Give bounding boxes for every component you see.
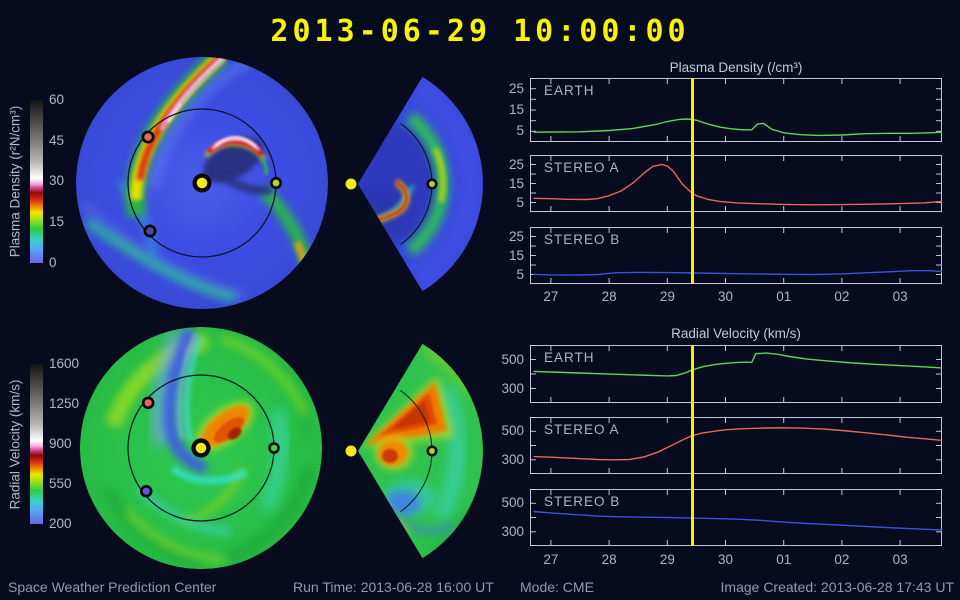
current-time-line [691, 345, 695, 546]
ts-panel-earth: EARTH [530, 78, 942, 142]
y-tick-label: 15 [508, 247, 524, 263]
y-tick-label: 300 [501, 451, 524, 467]
svg-text:STEREO B: STEREO B [544, 494, 620, 509]
radial-velocity-meridional-map [345, 343, 483, 559]
x-tick-label: 28 [601, 289, 617, 304]
timestamp-title: 2013-06-29 10:00:00 [270, 14, 690, 49]
sun-marker [192, 173, 212, 193]
footer-org: Space Weather Prediction Center [8, 579, 217, 595]
svg-text:EARTH: EARTH [544, 350, 595, 365]
cme-blob [196, 401, 254, 451]
ts-group-title: Radial Velocity (km/s) [671, 326, 801, 341]
ts-panel-earth: EARTH [530, 345, 942, 403]
y-tick-label: 25 [508, 156, 524, 172]
x-tick-label: 29 [659, 289, 675, 304]
stereo-a-marker [141, 130, 155, 144]
earth-marker [426, 178, 438, 190]
stereo-b-marker [140, 484, 153, 498]
svg-text:STEREO B: STEREO B [544, 232, 620, 247]
y-tick-label: 500 [501, 423, 524, 439]
x-tick-label: 30 [718, 289, 734, 304]
ts-panel-stereo-a: STEREO A [530, 155, 942, 212]
y-tick-label: 500 [501, 351, 524, 367]
current-time-line [691, 78, 695, 284]
y-tick-label: 25 [508, 228, 524, 244]
footer-mode: Mode: CME [520, 579, 594, 595]
velocity-colorbar-tick: 550 [49, 476, 72, 491]
ts-panel-stereo-b: STEREO B [530, 489, 942, 546]
earth-marker [268, 442, 280, 454]
earth-marker [426, 445, 438, 457]
cme-front [203, 136, 272, 195]
x-tick-label: 03 [892, 552, 908, 567]
velocity-colorbar-tick: 900 [49, 436, 72, 451]
sun-marker [345, 178, 357, 190]
svg-text:STEREO A: STEREO A [544, 422, 620, 437]
y-tick-label: 15 [508, 175, 524, 191]
y-tick-label: 500 [501, 495, 524, 511]
density-colorbar-tick: 15 [49, 214, 65, 229]
x-tick-label: 03 [892, 289, 908, 304]
velocity-colorbar-tick: 200 [49, 516, 72, 531]
sun-marker [191, 438, 211, 458]
y-tick-label: 300 [501, 380, 524, 396]
x-tick-label: 28 [601, 552, 617, 567]
cme-blob-secondary [375, 436, 413, 470]
velocity-colorbar-tick: 1600 [49, 356, 80, 371]
plasma-density-polar-map [76, 57, 328, 309]
density-colorbar [30, 100, 43, 263]
y-tick-label: 5 [516, 194, 524, 210]
y-tick-label: 5 [516, 123, 524, 139]
y-tick-label: 15 [508, 102, 524, 117]
y-tick-label: 25 [508, 80, 524, 96]
footer-run-time: Run Time: 2013-06-28 16:00 UT [293, 579, 494, 595]
footer-image-created: Image Created: 2013-06-28 17:43 UT [720, 579, 954, 595]
earth-marker [270, 177, 282, 189]
density-colorbar-tick: 60 [49, 92, 65, 107]
y-tick-label: 300 [501, 523, 524, 539]
ts-panel-stereo-b: STEREO B [530, 227, 942, 284]
x-tick-label: 30 [718, 552, 734, 567]
x-tick-label: 02 [834, 289, 850, 304]
x-tick-label: 01 [776, 552, 792, 567]
radial-velocity-polar-map [79, 326, 323, 570]
velocity-colorbar [30, 364, 43, 524]
x-tick-label: 01 [776, 289, 792, 304]
x-tick-label: 27 [543, 289, 559, 304]
plasma-density-meridional-map [345, 76, 483, 292]
density-colorbar-tick: 30 [49, 173, 65, 188]
stereo-b-marker [143, 224, 157, 238]
velocity-colorbar-tick: 1250 [49, 396, 80, 411]
sun-marker [345, 445, 357, 457]
velocity-wedge-field [362, 343, 480, 559]
slow-wind-channel [151, 327, 208, 474]
density-colorbar-tick: 45 [49, 133, 65, 148]
cme-blob-main [362, 375, 454, 447]
x-tick-label: 27 [543, 552, 559, 567]
x-tick-label: 29 [659, 552, 675, 567]
stereo-a-marker [141, 396, 155, 410]
y-tick-label: 5 [516, 266, 524, 282]
ts-group-title: Plasma Density (/cm³) [669, 60, 803, 75]
density-colorbar-tick: 0 [49, 255, 57, 270]
svg-text:EARTH: EARTH [544, 83, 595, 98]
x-tick-label: 02 [834, 552, 850, 567]
svg-text:STEREO A: STEREO A [544, 160, 620, 175]
ts-panel-stereo-a: STEREO A [530, 417, 942, 474]
